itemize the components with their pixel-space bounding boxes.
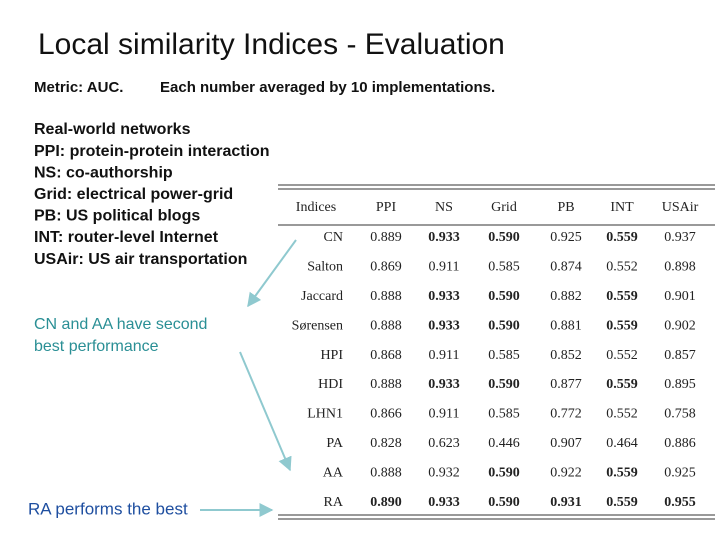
table-cell: 0.857: [664, 348, 696, 363]
header-cell: Grid: [491, 200, 517, 215]
table-cell: 0.911: [429, 260, 460, 275]
table-cell: 0.888: [370, 289, 402, 304]
title: Local similarity Indices - Evaluation: [38, 28, 505, 61]
callout-best: RA performs the best: [28, 499, 188, 518]
table-cell: 0.932: [428, 465, 460, 480]
table-cell: 0.590: [488, 289, 520, 304]
table-cell: 0.559: [606, 318, 638, 333]
legend-line: INT: router-level Internet: [34, 229, 219, 246]
table-cell: 0.585: [488, 348, 520, 363]
table-cell: 0.922: [550, 465, 582, 480]
legend-line: PPI: protein-protein interaction: [34, 143, 270, 160]
table-cell: 0.937: [664, 230, 696, 245]
header-cell: PB: [557, 200, 574, 215]
table-cell: 0.772: [550, 407, 582, 422]
table-cell: 0.890: [370, 495, 402, 510]
table-cell: AA: [323, 465, 344, 480]
table-cell: 0.585: [488, 407, 520, 422]
table-cell: Jaccard: [301, 289, 343, 304]
table-cell: 0.911: [429, 407, 460, 422]
table-cell: LHN1: [307, 407, 343, 422]
table-cell: Sørensen: [292, 318, 343, 333]
table-cell: 0.559: [606, 230, 638, 245]
table-cell: 0.907: [550, 436, 582, 451]
table-cell: 0.552: [606, 407, 638, 422]
table-cell: 0.446: [488, 436, 520, 451]
table-cell: 0.955: [664, 495, 696, 510]
table-cell: 0.866: [370, 407, 402, 422]
header-cell: PPI: [376, 200, 397, 215]
table-cell: 0.874: [550, 260, 582, 275]
table-cell: 0.933: [428, 230, 460, 245]
legend-line: USAir: US air transportation: [34, 251, 247, 268]
table-cell: 0.931: [550, 495, 582, 510]
table-cell: Salton: [307, 260, 343, 275]
table-cell: 0.881: [550, 318, 582, 333]
table-cell: 0.882: [550, 289, 582, 304]
table-cell: 0.559: [606, 289, 638, 304]
table-cell: 0.590: [488, 465, 520, 480]
table-cell: 0.869: [370, 260, 402, 275]
table: Indices PPI NS Grid PB INT USAir CN 0.889 0.933 0.…: [292, 200, 699, 510]
header-cell: NS: [435, 200, 453, 215]
table-cell: 0.889: [370, 230, 402, 245]
table-cell: 0.464: [606, 436, 638, 451]
table-cell: PA: [326, 436, 344, 451]
table-cell: 0.552: [606, 260, 638, 275]
table-cell: RA: [324, 495, 344, 510]
callout-line: CN and AA have second: [34, 316, 207, 333]
callout-line: best performance: [34, 338, 159, 355]
table-cell: 0.868: [370, 348, 402, 363]
legend-line: NS: co-authorship: [34, 164, 173, 181]
table-cell: 0.925: [550, 230, 582, 245]
table-cell: 0.828: [370, 436, 402, 451]
table-cell: 0.623: [428, 436, 460, 451]
table-cell: HDI: [318, 377, 343, 392]
table-cell: 0.898: [664, 260, 696, 275]
arrow: [247, 239, 297, 308]
table-cell: 0.559: [606, 465, 638, 480]
table-rules: [278, 184, 715, 520]
table-cell: 0.552: [606, 348, 638, 363]
table-cell: 0.933: [428, 495, 460, 510]
table-cell: HPI: [320, 348, 343, 363]
table-cell: 0.590: [488, 318, 520, 333]
metric: Metric: AUC.: [34, 79, 123, 96]
table-cell: 0.925: [664, 465, 696, 480]
table-cell: 0.902: [664, 318, 696, 333]
table-cell: 0.758: [664, 407, 696, 422]
table-cell: 0.852: [550, 348, 582, 363]
table-cell: 0.933: [428, 318, 460, 333]
header-cell: Indices: [296, 200, 336, 215]
header-cell: USAir: [662, 200, 699, 215]
table-cell: 0.933: [428, 377, 460, 392]
legend-line: Real-world networks: [34, 121, 191, 138]
table-cell: 0.888: [370, 318, 402, 333]
table-cell: 0.911: [429, 348, 460, 363]
table-cell: 0.895: [664, 377, 696, 392]
table-cell: 0.888: [370, 465, 402, 480]
legend-line: Grid: electrical power-grid: [34, 186, 233, 203]
header-cell: INT: [610, 200, 634, 215]
arrow: [239, 351, 292, 472]
table-cell: 0.933: [428, 289, 460, 304]
table-cell: 0.585: [488, 260, 520, 275]
table-cell: 0.590: [488, 230, 520, 245]
table-cell: 0.888: [370, 377, 402, 392]
table-cell: 0.886: [664, 436, 696, 451]
table-cell: 0.590: [488, 377, 520, 392]
table-cell: 0.559: [606, 495, 638, 510]
note: Each number averaged by 10 implementatio…: [160, 79, 495, 96]
table-cell: 0.590: [488, 495, 520, 510]
table-cell: 0.901: [664, 289, 696, 304]
table-cell: 0.559: [606, 377, 638, 392]
table-cell: CN: [324, 230, 343, 245]
callout-second: CN and AA have second best performance: [34, 316, 207, 355]
table-cell: 0.877: [550, 377, 582, 392]
legend-line: PB: US political blogs: [34, 208, 200, 225]
legend-lines: Real-world networks PPI: protein-protein …: [34, 121, 270, 268]
